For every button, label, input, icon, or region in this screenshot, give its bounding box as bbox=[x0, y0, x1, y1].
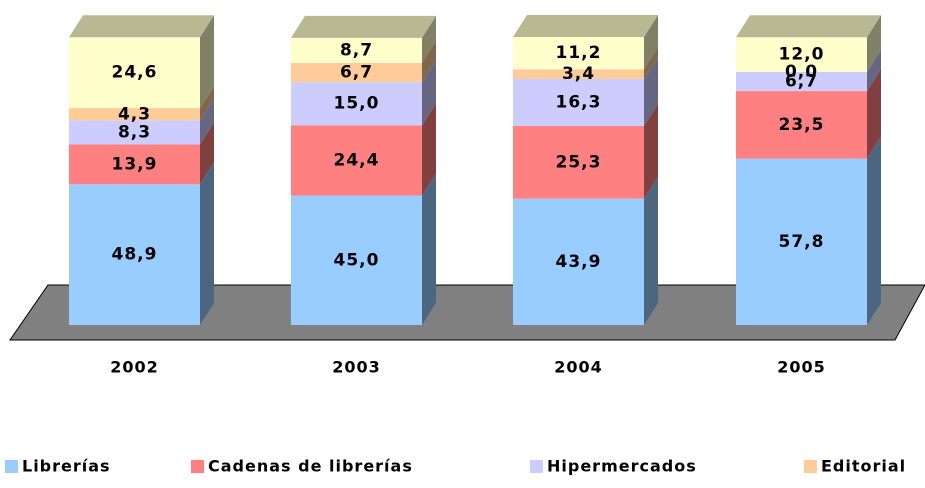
legend-label: Cadenas de librerías bbox=[208, 457, 413, 476]
legend-label: Editorial bbox=[821, 457, 906, 476]
bar-segment bbox=[736, 71, 867, 92]
bar-segment bbox=[69, 144, 200, 185]
bar-top bbox=[291, 15, 436, 38]
value-label: 23,5 bbox=[779, 115, 825, 135]
x-tick-label: 2002 bbox=[110, 358, 159, 377]
bar-side bbox=[200, 86, 214, 121]
value-label: 45,0 bbox=[334, 250, 380, 270]
value-label: 15,0 bbox=[334, 94, 380, 114]
value-label: 25,3 bbox=[556, 152, 602, 172]
value-label: 6,7 bbox=[340, 63, 373, 83]
bar-side bbox=[867, 69, 881, 159]
value-label: 13,9 bbox=[112, 154, 158, 174]
bar-side bbox=[644, 47, 658, 80]
value-label: 0,0 bbox=[785, 62, 818, 82]
bar-side bbox=[644, 57, 658, 126]
bar-segment bbox=[291, 195, 422, 325]
value-label: 11,2 bbox=[556, 43, 602, 63]
bar-side bbox=[644, 103, 658, 199]
bar-segment bbox=[513, 125, 644, 199]
value-label: 43,9 bbox=[556, 252, 602, 272]
bar-side bbox=[422, 60, 436, 126]
bar-side bbox=[867, 15, 881, 72]
bar-segment bbox=[736, 37, 867, 72]
value-label: 12,0 bbox=[779, 45, 825, 65]
bar-segment bbox=[513, 79, 644, 126]
bar-segment bbox=[291, 37, 422, 63]
legend-swatch bbox=[191, 460, 204, 473]
bar-segment bbox=[291, 125, 422, 196]
bar-side bbox=[200, 98, 214, 145]
bar-side bbox=[644, 15, 658, 70]
bar-side bbox=[867, 136, 881, 325]
bar-segment bbox=[69, 184, 200, 325]
value-label: 16,3 bbox=[556, 92, 602, 112]
x-tick-label: 2003 bbox=[332, 358, 381, 377]
value-label: 6,7 bbox=[785, 71, 818, 91]
bar-side bbox=[422, 103, 436, 196]
value-label: 24,6 bbox=[112, 63, 158, 83]
bar-segment bbox=[69, 108, 200, 121]
value-label: 8,3 bbox=[118, 122, 151, 142]
value-label: 24,4 bbox=[334, 150, 380, 170]
bar-side bbox=[867, 49, 881, 92]
legend-swatch bbox=[530, 460, 543, 473]
bar-segment bbox=[69, 37, 200, 109]
x-tick-label: 2004 bbox=[554, 358, 603, 377]
bar-segment bbox=[513, 69, 644, 80]
legend-swatch bbox=[804, 460, 817, 473]
bar-top bbox=[513, 15, 658, 37]
bar-segment bbox=[736, 91, 867, 159]
bar-side bbox=[422, 15, 436, 63]
bar-side bbox=[422, 40, 436, 83]
bar-side bbox=[644, 176, 658, 325]
bar-segment bbox=[69, 120, 200, 145]
bar-segment bbox=[291, 82, 422, 126]
value-label: 4,3 bbox=[118, 104, 151, 124]
value-label: 8,7 bbox=[340, 40, 373, 60]
bar-side bbox=[200, 162, 214, 325]
bar-top bbox=[69, 15, 214, 38]
legend-label: Hipermercados bbox=[547, 457, 697, 476]
value-label: 57,8 bbox=[779, 232, 825, 252]
bar-segment bbox=[736, 158, 867, 325]
legend-label: Librerías bbox=[22, 457, 111, 476]
bar-segment bbox=[291, 62, 422, 83]
legend-swatch bbox=[5, 460, 18, 473]
bar-side bbox=[200, 122, 214, 185]
bar-segment bbox=[513, 37, 644, 70]
bar-side bbox=[422, 173, 436, 325]
bar-side bbox=[200, 15, 214, 109]
x-tick-label: 2005 bbox=[777, 358, 826, 377]
value-label: 3,4 bbox=[562, 64, 595, 84]
bar-top bbox=[736, 15, 881, 38]
bar-segment bbox=[513, 198, 644, 325]
value-label: 48,9 bbox=[112, 245, 158, 265]
